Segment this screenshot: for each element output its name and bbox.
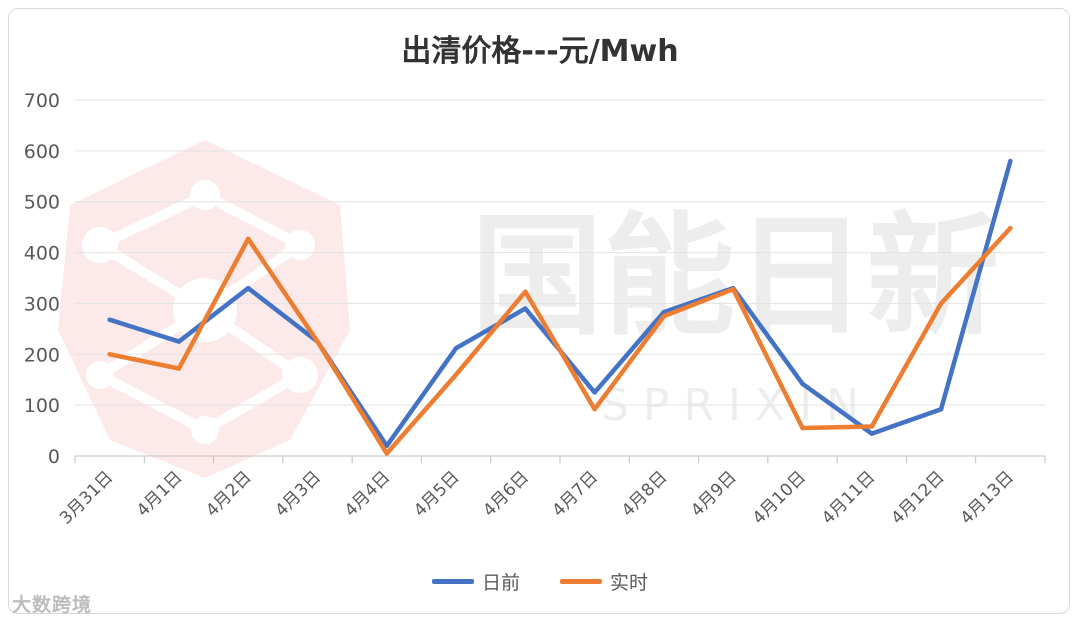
data-point	[938, 301, 944, 306]
x-tick-label: 4月9日	[687, 467, 740, 520]
x-tick-label: 4月11日	[818, 467, 879, 528]
data-point	[661, 309, 667, 315]
data-point	[938, 407, 944, 412]
x-tick-label: 4月4日	[341, 467, 394, 520]
series-lines	[107, 158, 1013, 456]
data-point	[523, 306, 528, 311]
data-point	[869, 424, 874, 429]
data-point	[176, 366, 182, 371]
x-tick-label: 4月13日	[957, 467, 1018, 528]
data-point	[384, 451, 389, 456]
legend-label-day-ahead: 日前	[481, 572, 520, 594]
y-tick-label: 700	[24, 90, 60, 112]
x-tick-label: 4月7日	[549, 467, 602, 520]
x-tick-label: 4月12日	[887, 467, 948, 528]
data-point	[107, 317, 112, 322]
x-tick-label: 4月6日	[479, 467, 532, 520]
legend-item-realtime: 实时	[560, 568, 648, 595]
data-point	[176, 339, 182, 344]
data-point	[869, 431, 874, 436]
legend-item-day-ahead: 日前	[431, 568, 520, 595]
x-tick-label: 4月10日	[749, 467, 810, 528]
x-tick-label: 4月3日	[272, 467, 325, 520]
watermark-brand: 国能日新	[471, 200, 999, 354]
data-point	[453, 372, 459, 377]
x-tick-label: 4月5日	[410, 467, 463, 520]
chart-title: 出清价格---元/Mwh	[401, 34, 679, 69]
y-tick-label: 0	[48, 446, 60, 468]
corner-watermark: 大数跨境	[12, 590, 92, 617]
y-tick-label: 400	[24, 243, 60, 265]
data-point	[523, 289, 528, 294]
x-tick-label: 4月1日	[133, 467, 186, 520]
y-axis: 0 100 200 300 400 500 600 700	[24, 90, 60, 468]
y-tick-label: 600	[24, 141, 60, 163]
watermark-logo	[58, 140, 350, 478]
data-point	[246, 236, 251, 242]
data-point	[1008, 158, 1013, 164]
data-point	[592, 407, 597, 412]
y-tick-label: 200	[24, 344, 60, 366]
data-point	[315, 339, 320, 344]
x-tick-label: 3月31日	[56, 467, 117, 528]
data-point	[661, 313, 667, 319]
data-point	[731, 286, 736, 292]
legend: 日前 实时	[0, 568, 1080, 595]
x-tick-label: 4月8日	[618, 467, 671, 520]
data-point	[800, 425, 805, 431]
data-point	[1008, 225, 1013, 231]
data-point	[384, 443, 389, 449]
y-tick-label: 500	[24, 192, 60, 214]
y-tick-label: 300	[24, 293, 60, 315]
legend-swatch-day-ahead	[431, 579, 474, 584]
series-line-realtime	[107, 225, 1013, 456]
y-tick-label: 100	[24, 395, 60, 417]
data-point	[592, 390, 597, 395]
corner-watermark-text: 大数跨境	[12, 594, 93, 616]
legend-swatch-realtime	[560, 579, 602, 584]
data-point	[107, 352, 112, 357]
legend-label-realtime: 实时	[610, 572, 649, 594]
data-point	[246, 285, 251, 291]
data-point	[453, 345, 459, 351]
data-point	[800, 381, 805, 386]
